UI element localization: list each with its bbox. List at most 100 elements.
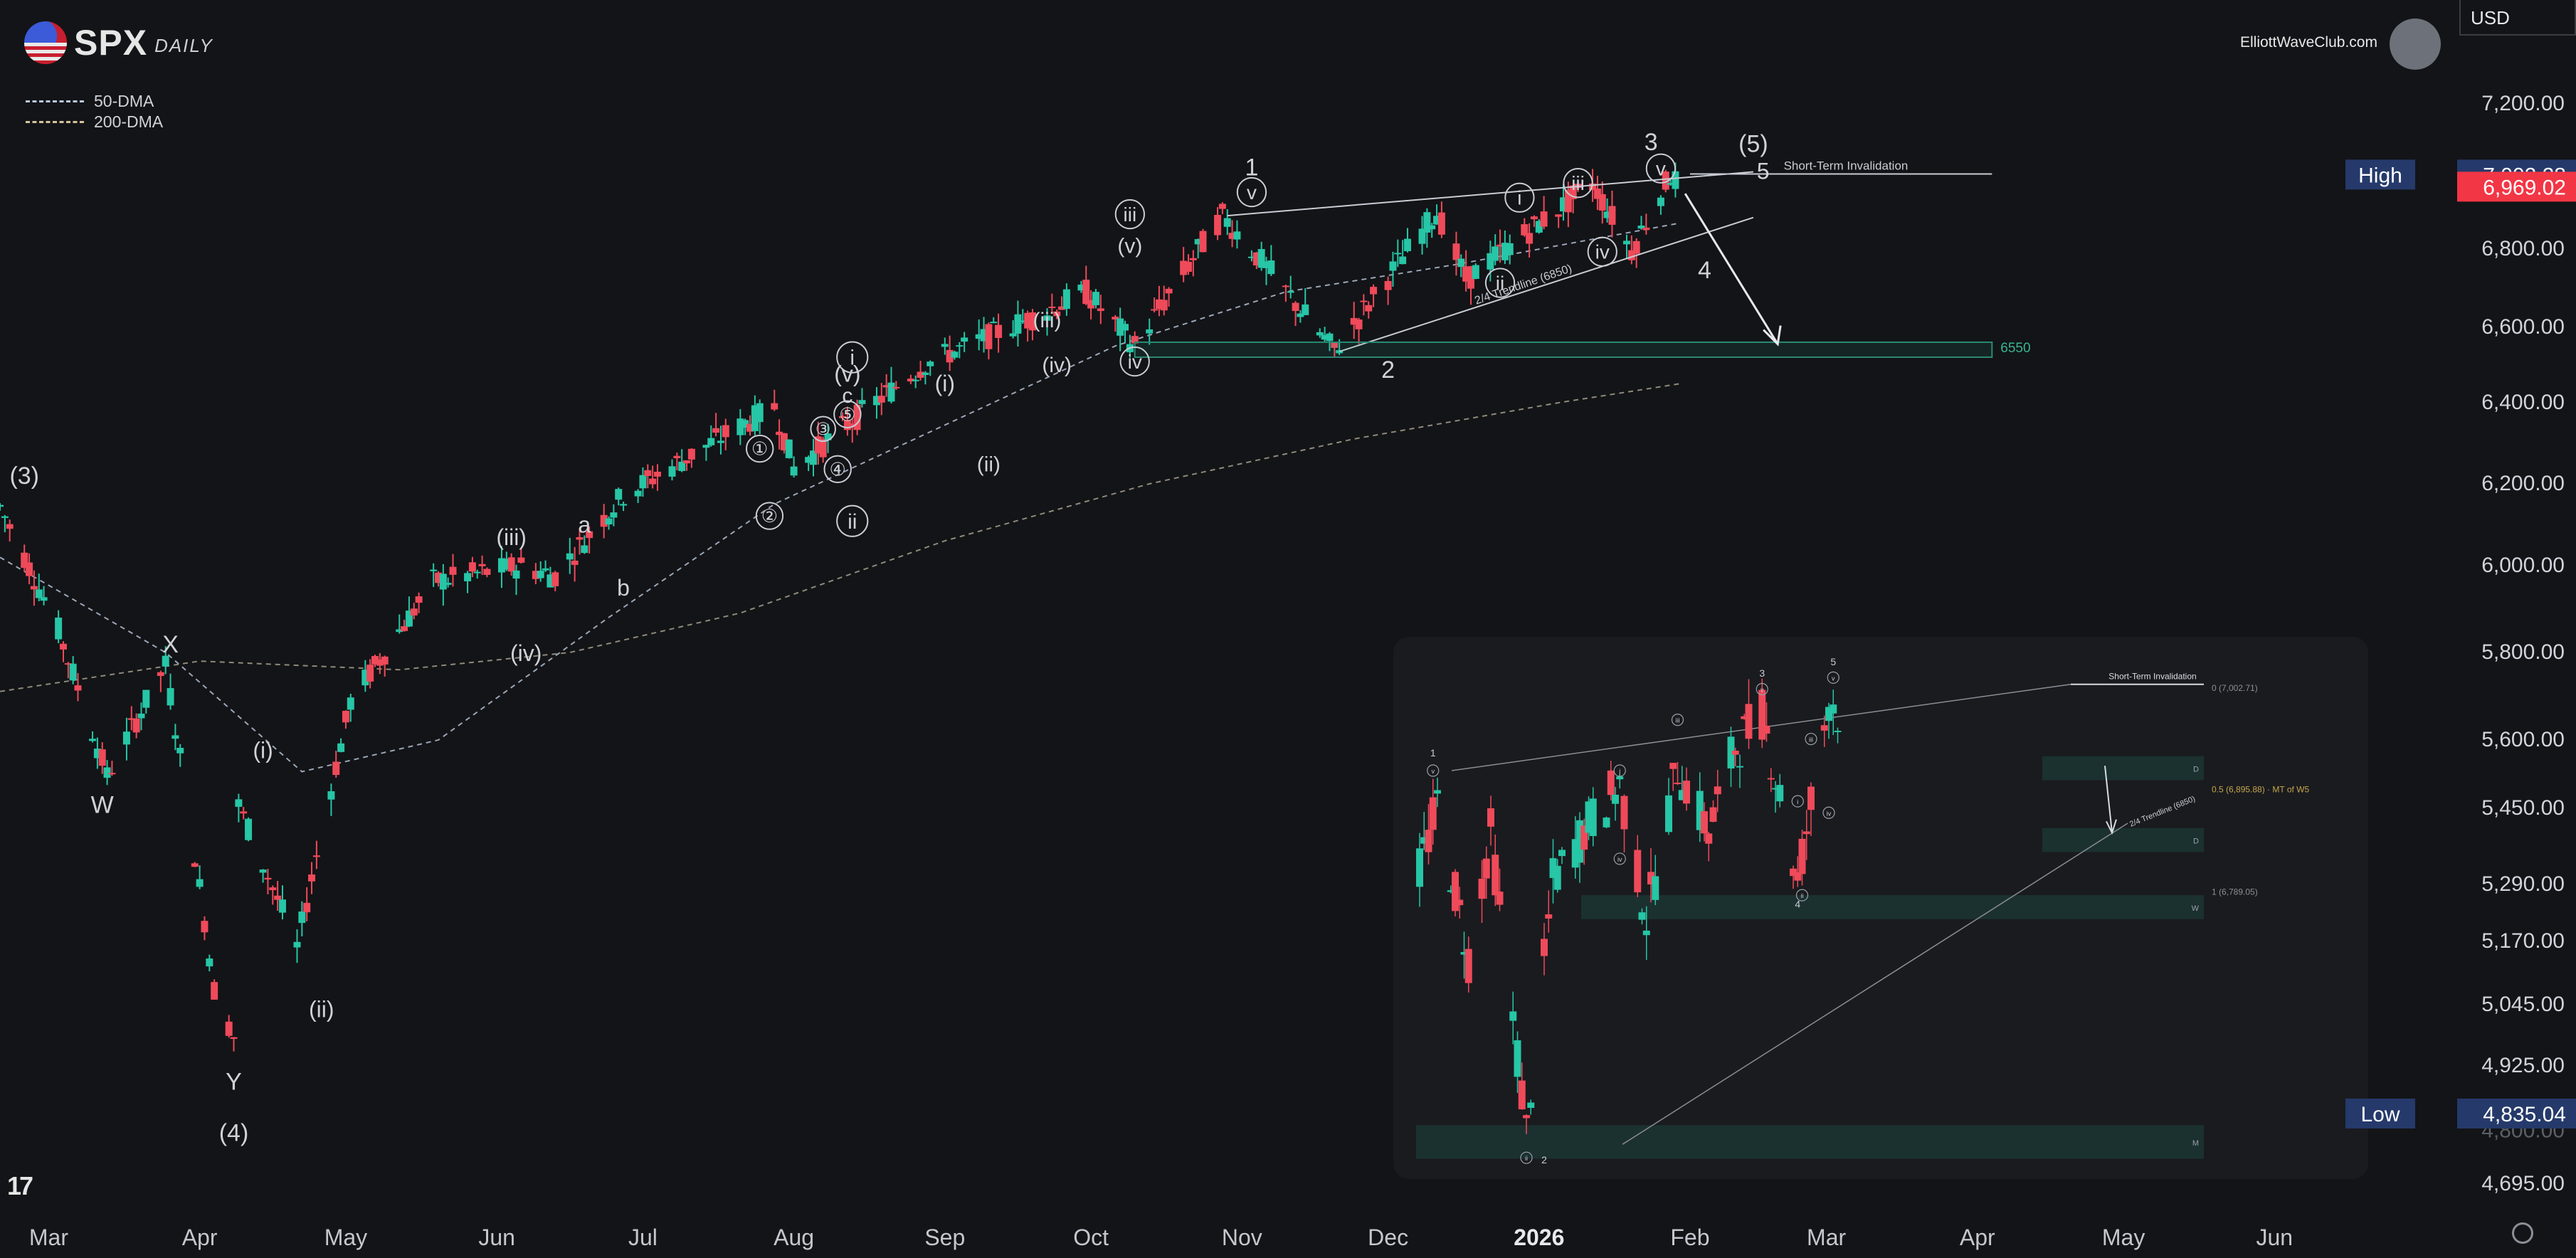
inset-zone-label: M: [2192, 1139, 2199, 1148]
wave-label: 4: [1698, 257, 1711, 284]
legend-item-50dma[interactable]: 50-DMA: [26, 91, 163, 112]
candle-body: [917, 371, 924, 378]
inset-candle-body: [1709, 807, 1717, 822]
candle-body: [1394, 253, 1402, 255]
candle-body: [1058, 306, 1066, 310]
candle-body: [1189, 258, 1197, 260]
price-tick-label: 5,045.00: [2481, 993, 2565, 1016]
candle-body: [430, 569, 438, 571]
wave-label: a: [578, 512, 591, 538]
candle-body: [162, 655, 169, 667]
candle-body: [240, 811, 248, 814]
invalidation-label: Short-Term Invalidation: [1784, 159, 1909, 173]
inset-candle-body: [1514, 1040, 1521, 1077]
candle-body: [687, 448, 695, 460]
settings-gear-icon[interactable]: [2512, 1222, 2533, 1244]
candle-body: [1097, 308, 1104, 312]
candle-body: [702, 445, 710, 448]
candle-body: [683, 460, 691, 464]
candle-body: [912, 379, 919, 381]
wave-label: (5): [1738, 131, 1768, 158]
candle-body: [551, 572, 559, 586]
wave-label: (ii): [309, 997, 334, 1022]
candle-body: [434, 572, 442, 583]
candle-body: [230, 1037, 238, 1040]
candle-body: [707, 438, 715, 445]
inset-candle-body: [1429, 797, 1437, 830]
tradingview-logo-icon[interactable]: 17: [7, 1171, 33, 1200]
inset-candle-body: [1487, 808, 1494, 827]
candle-body: [1218, 204, 1226, 209]
candle-body: [581, 545, 588, 554]
candle-body: [1603, 211, 1611, 218]
indicator-legend: 50-DMA 200-DMA: [26, 91, 163, 132]
candle-body: [497, 558, 505, 573]
currency-selector[interactable]: USD: [2459, 0, 2576, 36]
inset-candle-body: [1745, 704, 1753, 739]
inset-candle-body: [1420, 837, 1428, 844]
candle-body: [956, 345, 964, 347]
candle-body: [586, 531, 593, 539]
candle-body: [1662, 171, 1669, 190]
candle-body: [371, 655, 379, 665]
candle-body: [1365, 305, 1373, 312]
inset-candle-body: [1767, 778, 1775, 780]
wave-label: ③: [815, 420, 831, 439]
candle-body: [1009, 333, 1017, 337]
candle-body: [274, 895, 282, 900]
wave-label: iii: [1571, 172, 1585, 194]
candle-body: [751, 405, 759, 431]
candle-body: [405, 610, 413, 627]
inset-zone: [2042, 756, 2204, 781]
wave-marker-circle: [755, 502, 784, 530]
candle-body: [21, 552, 28, 569]
brand-site-label: ElliottWaveClub.com: [2240, 34, 2377, 51]
candle-body: [1632, 240, 1640, 254]
candle-body: [1082, 280, 1090, 305]
time-axis-label: May: [324, 1225, 367, 1250]
wave-marker-circle: [1504, 182, 1535, 213]
inset-candle-body: [1452, 872, 1459, 911]
candle-body: [1053, 311, 1061, 317]
inset-candle-body: [1701, 811, 1708, 834]
dash-line-icon: [26, 121, 84, 123]
candle-body: [746, 423, 754, 432]
candle-body: [980, 329, 988, 342]
price-tick-label: 5,800.00: [2481, 640, 2565, 664]
candle-body: [848, 423, 856, 428]
candle-body: [337, 743, 345, 752]
candle-body: [858, 400, 866, 404]
inset-arrow-icon: [2104, 766, 2117, 835]
inset-candle-body: [1790, 868, 1797, 877]
candle-body: [167, 688, 174, 706]
candle-body: [843, 420, 851, 430]
inset-trendline-24: [1622, 823, 2128, 1145]
inset-candle-body: [1834, 730, 1842, 732]
candle-body: [756, 403, 764, 423]
candle-body: [381, 656, 389, 665]
candle-body: [1087, 300, 1095, 309]
wave-label: (ii): [977, 453, 1001, 477]
candle-body: [644, 470, 652, 476]
inset-candle-body: [1603, 817, 1610, 828]
candle-body: [327, 791, 335, 800]
inset-candle-body: [1674, 782, 1682, 784]
legend-item-200dma[interactable]: 200-DMA: [26, 112, 163, 132]
wave-label: X: [162, 631, 179, 658]
inset-candle-body: [1794, 872, 1802, 881]
candle-body: [1160, 300, 1168, 311]
candle-body: [824, 433, 832, 440]
inset-candle-body: [1549, 858, 1557, 878]
inset-candle-body: [1776, 785, 1784, 802]
wave-label: iv: [1595, 241, 1610, 263]
inset-candle-body: [1741, 716, 1748, 719]
candle-body: [717, 440, 724, 443]
candle-body: [332, 761, 340, 776]
time-axis-label: Mar: [29, 1225, 68, 1250]
ma-200-line: [0, 383, 1681, 692]
candle-body: [1282, 285, 1289, 287]
wave-label: (3): [9, 462, 39, 490]
candle-body: [995, 324, 1003, 338]
inset-zone-label: D: [2193, 766, 2199, 774]
